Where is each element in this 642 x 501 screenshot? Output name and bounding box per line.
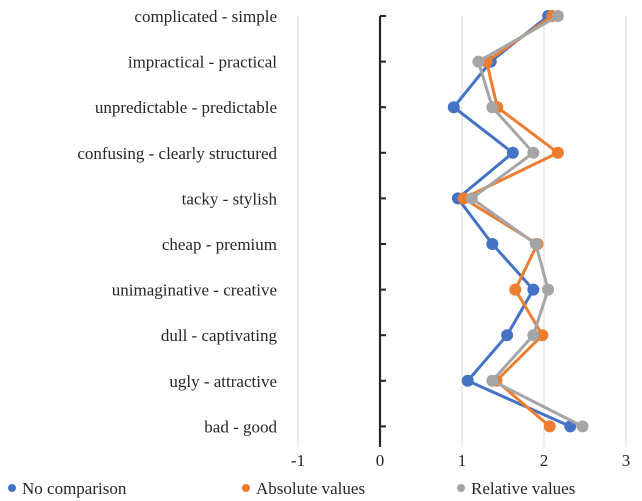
category-label: complicated - simple: [134, 7, 277, 26]
x-tick-label: 0: [376, 451, 385, 470]
category-label: unimaginative - creative: [112, 281, 277, 300]
data-point: [551, 10, 564, 22]
series-3: [465, 10, 589, 433]
legend-marker: [8, 484, 16, 492]
data-point: [501, 329, 514, 342]
legend: No comparison Absolute values Relative val…: [8, 479, 575, 498]
category-label: impractical - practical: [128, 53, 277, 72]
data-point: [472, 55, 485, 68]
x-tick-label: 1: [458, 451, 467, 470]
legend-label: No comparison: [22, 479, 127, 498]
x-tick-label: -1: [291, 451, 305, 470]
category-label: cheap - premium: [162, 235, 277, 254]
category-labels: complicated - simple impractical - practi…: [77, 7, 277, 436]
data-point: [486, 238, 499, 250]
legend-marker: [457, 484, 465, 492]
series-line: [452, 14, 571, 428]
category-label: unpredictable - predictable: [95, 98, 277, 117]
y-axis: [378, 15, 386, 447]
category-label: tacky - stylish: [182, 189, 278, 208]
category-label: dull - captivating: [161, 326, 278, 345]
series-2: [457, 10, 564, 433]
series-line: [470, 14, 584, 428]
data-point: [465, 192, 478, 205]
data-point: [506, 146, 519, 159]
data-point: [536, 329, 549, 342]
data-point: [564, 420, 577, 433]
category-label: confusing - clearly structured: [77, 144, 277, 163]
series-1: [447, 10, 577, 433]
data-point: [543, 420, 556, 433]
category-label: bad - good: [204, 417, 277, 436]
series: [447, 10, 589, 433]
data-point: [457, 192, 470, 205]
legend-label: Absolute values: [256, 479, 365, 498]
x-tick-labels: -1 0 1 2 3: [291, 451, 630, 470]
data-point: [509, 283, 522, 296]
data-point: [461, 374, 474, 387]
legend-label: Relative values: [471, 479, 575, 498]
data-point: [551, 146, 564, 159]
data-point: [527, 283, 540, 296]
data-point: [447, 101, 460, 114]
x-tick-label: 3: [622, 451, 631, 470]
legend-marker: [242, 484, 250, 492]
legend-item: Absolute values: [242, 479, 365, 498]
x-tick-label: 2: [540, 451, 549, 470]
data-point: [486, 101, 499, 114]
data-point: [576, 420, 589, 433]
data-point: [529, 238, 542, 250]
category-label: ugly - attractive: [169, 372, 277, 391]
legend-item: Relative values: [457, 479, 575, 498]
data-point: [527, 329, 540, 342]
data-point: [542, 283, 555, 296]
data-point: [486, 374, 499, 387]
data-point: [527, 146, 540, 159]
series-line: [462, 14, 560, 428]
legend-item: No comparison: [8, 479, 127, 498]
